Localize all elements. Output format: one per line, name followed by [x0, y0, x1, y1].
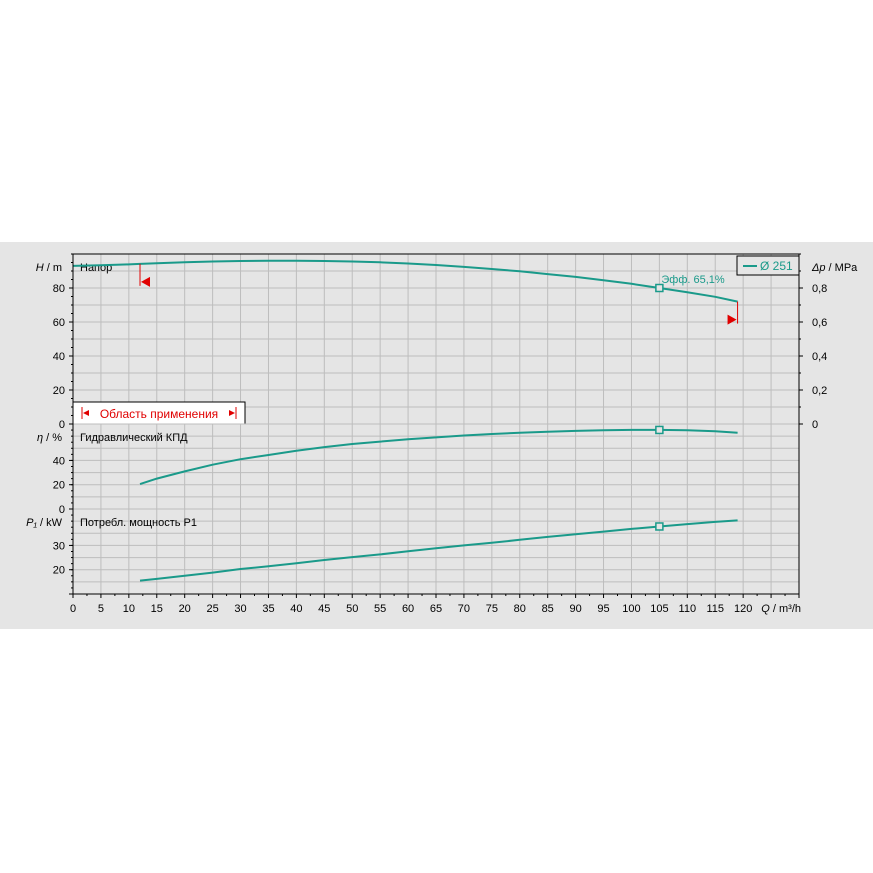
x-tick-label: 15: [151, 603, 163, 615]
series-line-power: [139, 519, 738, 582]
x-tick-label: 65: [430, 603, 442, 615]
y-tick-label-power: 30: [53, 540, 65, 552]
x-tick-label: 120: [734, 603, 752, 615]
y-tick-label-eff: 20: [53, 480, 65, 492]
y-tick-label-eff: 0: [59, 504, 65, 516]
x-tick-label: 35: [262, 603, 274, 615]
y-tick-label-head: 20: [53, 385, 65, 397]
x-tick-label: 0: [70, 603, 76, 615]
x-tick-label: 105: [650, 603, 668, 615]
y-axis-title-eff: η / %: [37, 432, 62, 444]
panel-title-power: Потребл. мощность P1: [80, 517, 197, 529]
x-tick-label: 55: [374, 603, 386, 615]
x-tick-label: 50: [346, 603, 358, 615]
y-tick-label-head: 60: [53, 317, 65, 329]
panel-title-eff: Гидравлический КПД: [80, 432, 188, 444]
x-tick-label: 85: [542, 603, 554, 615]
panel-title-head: Напор: [80, 262, 112, 274]
y-axis-title-power: P₁ / kW: [26, 517, 62, 529]
x-tick-label: 95: [597, 603, 609, 615]
range-max-arrow: [727, 314, 737, 325]
x-tick-label: 5: [98, 603, 104, 615]
y-tick-label-head: 80: [53, 283, 65, 295]
series-line-head: [72, 259, 738, 303]
x-tick-label: 115: [706, 603, 724, 615]
x-tick-label: 40: [290, 603, 302, 615]
range-min-arrow: [141, 276, 151, 287]
x-tick-label: 45: [318, 603, 330, 615]
x-tick-label: 75: [486, 603, 498, 615]
right-tick-label: 0,6: [812, 317, 827, 329]
right-axis-title: Δp / MPa: [811, 262, 858, 274]
chart-panel: 0 20 40 60 80 H / m Напор 0 0,2 0,4 0,6 0,8 Δp / MPa…: [0, 242, 873, 629]
x-tick-label: 30: [234, 603, 246, 615]
right-tick-label: 0: [812, 419, 818, 431]
duty-point-marker[interactable]: [655, 425, 664, 435]
x-tick-label: 70: [458, 603, 470, 615]
efficiency-label: Эфф. 65,1%: [661, 274, 725, 286]
y-tick-label-head: 40: [53, 351, 65, 363]
x-axis-title: Q / m³/h: [761, 603, 801, 615]
x-tick-label: 80: [514, 603, 526, 615]
y-tick-label-eff: 40: [53, 455, 65, 467]
duty-point-marker[interactable]: [655, 283, 664, 293]
range-legend-arrow-right: [229, 410, 235, 416]
legend-label: Ø 251: [760, 259, 793, 273]
series-line-eff: [139, 428, 738, 486]
pump-curve-chart: 0 20 40 60 80 H / m Напор 0 0,2 0,4 0,6 0,8 Δp / MPa…: [26, 253, 858, 615]
x-tick-label: 100: [622, 603, 640, 615]
right-tick-label: 0,2: [812, 385, 827, 397]
x-tick-label: 60: [402, 603, 414, 615]
x-tick-label: 110: [679, 603, 697, 615]
right-tick-label: 0,8: [812, 283, 827, 295]
x-tick-label: 10: [123, 603, 135, 615]
y-axis-title-head: H / m: [36, 262, 62, 274]
range-legend-arrow-left: [83, 410, 89, 416]
legend-box: [736, 255, 800, 276]
duty-point-marker[interactable]: [655, 522, 664, 531]
y-tick-label-head: 0: [59, 419, 65, 431]
x-tick-label: 20: [179, 603, 191, 615]
y-tick-label-power: 20: [53, 565, 65, 577]
operating-range-label: Область применения: [100, 407, 218, 421]
x-tick-label: 25: [206, 603, 218, 615]
x-tick-label: 90: [569, 603, 581, 615]
right-tick-label: 0,4: [812, 351, 827, 363]
